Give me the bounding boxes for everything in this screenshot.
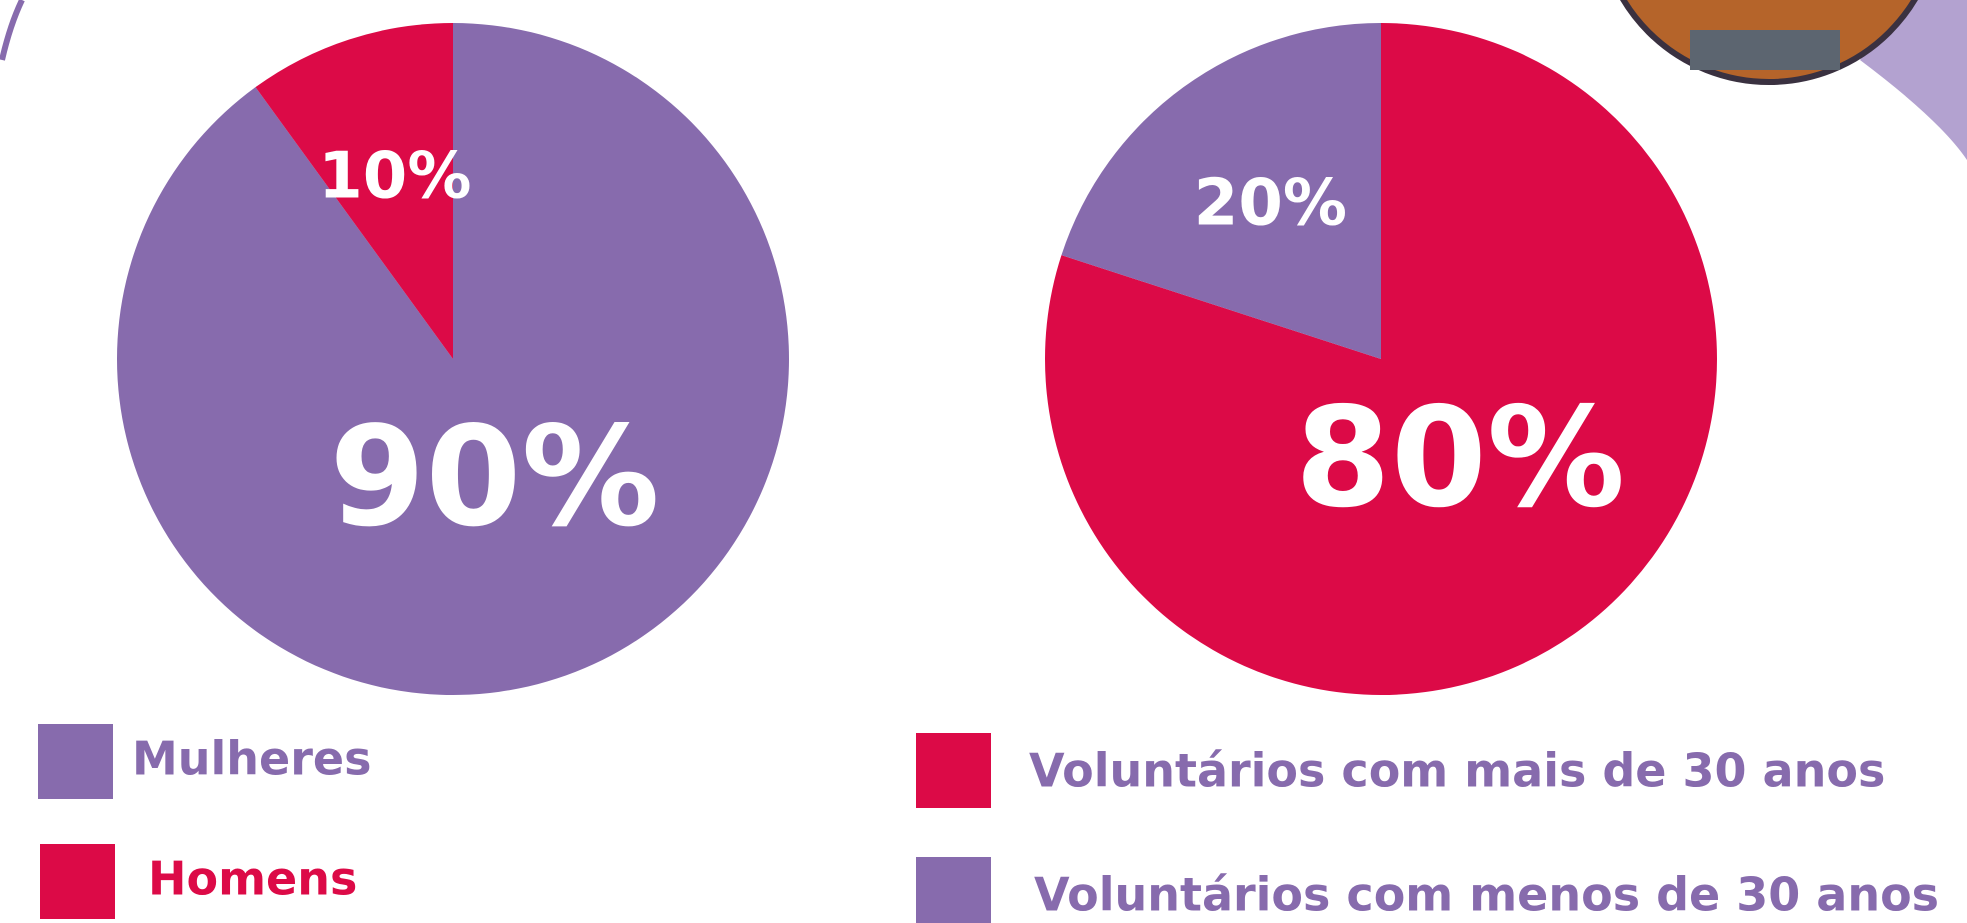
- legend-swatch: [40, 844, 115, 919]
- pie-label: 80%: [1295, 377, 1625, 538]
- decor-arc: [2, 0, 22, 60]
- legend-label: Voluntários com menos de 30 anos: [1034, 868, 1939, 922]
- legend-swatch: [916, 857, 991, 923]
- pie-label: 20%: [1194, 166, 1347, 240]
- pie-label: 10%: [318, 140, 471, 214]
- legend-label: Voluntários com mais de 30 anos: [1029, 744, 1885, 798]
- decor-photo-detail: [1690, 30, 1840, 70]
- legend-swatch: [38, 724, 113, 799]
- pie-label: 90%: [329, 396, 659, 557]
- legend-label: Mulheres: [132, 732, 372, 786]
- legend-swatch: [916, 733, 991, 808]
- page: {"chart_data": [ {"type": "pie", "catego…: [0, 0, 1967, 923]
- legend-label: Homens: [148, 852, 357, 906]
- chart: 90% 10% Mulheres Homens 80% 20% Voluntários co…: [0, 0, 1967, 923]
